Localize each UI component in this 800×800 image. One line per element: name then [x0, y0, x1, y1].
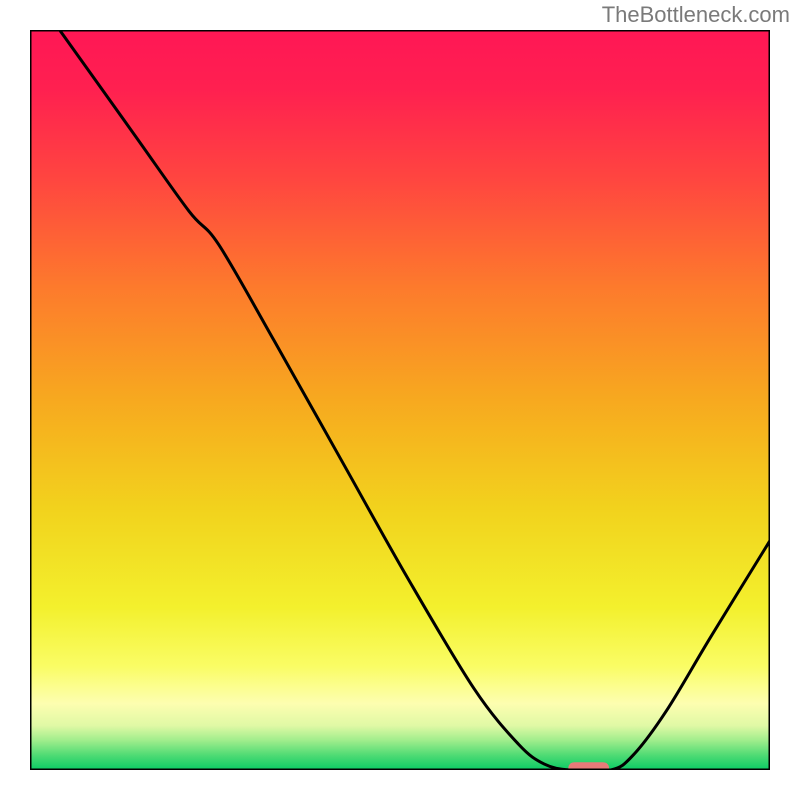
chart-container: { "watermark": "TheBottleneck.com", "cha…	[0, 0, 800, 800]
chart-background	[30, 30, 770, 770]
chart-svg	[30, 30, 770, 770]
bottleneck-chart	[30, 30, 770, 770]
watermark-label: TheBottleneck.com	[602, 2, 790, 28]
